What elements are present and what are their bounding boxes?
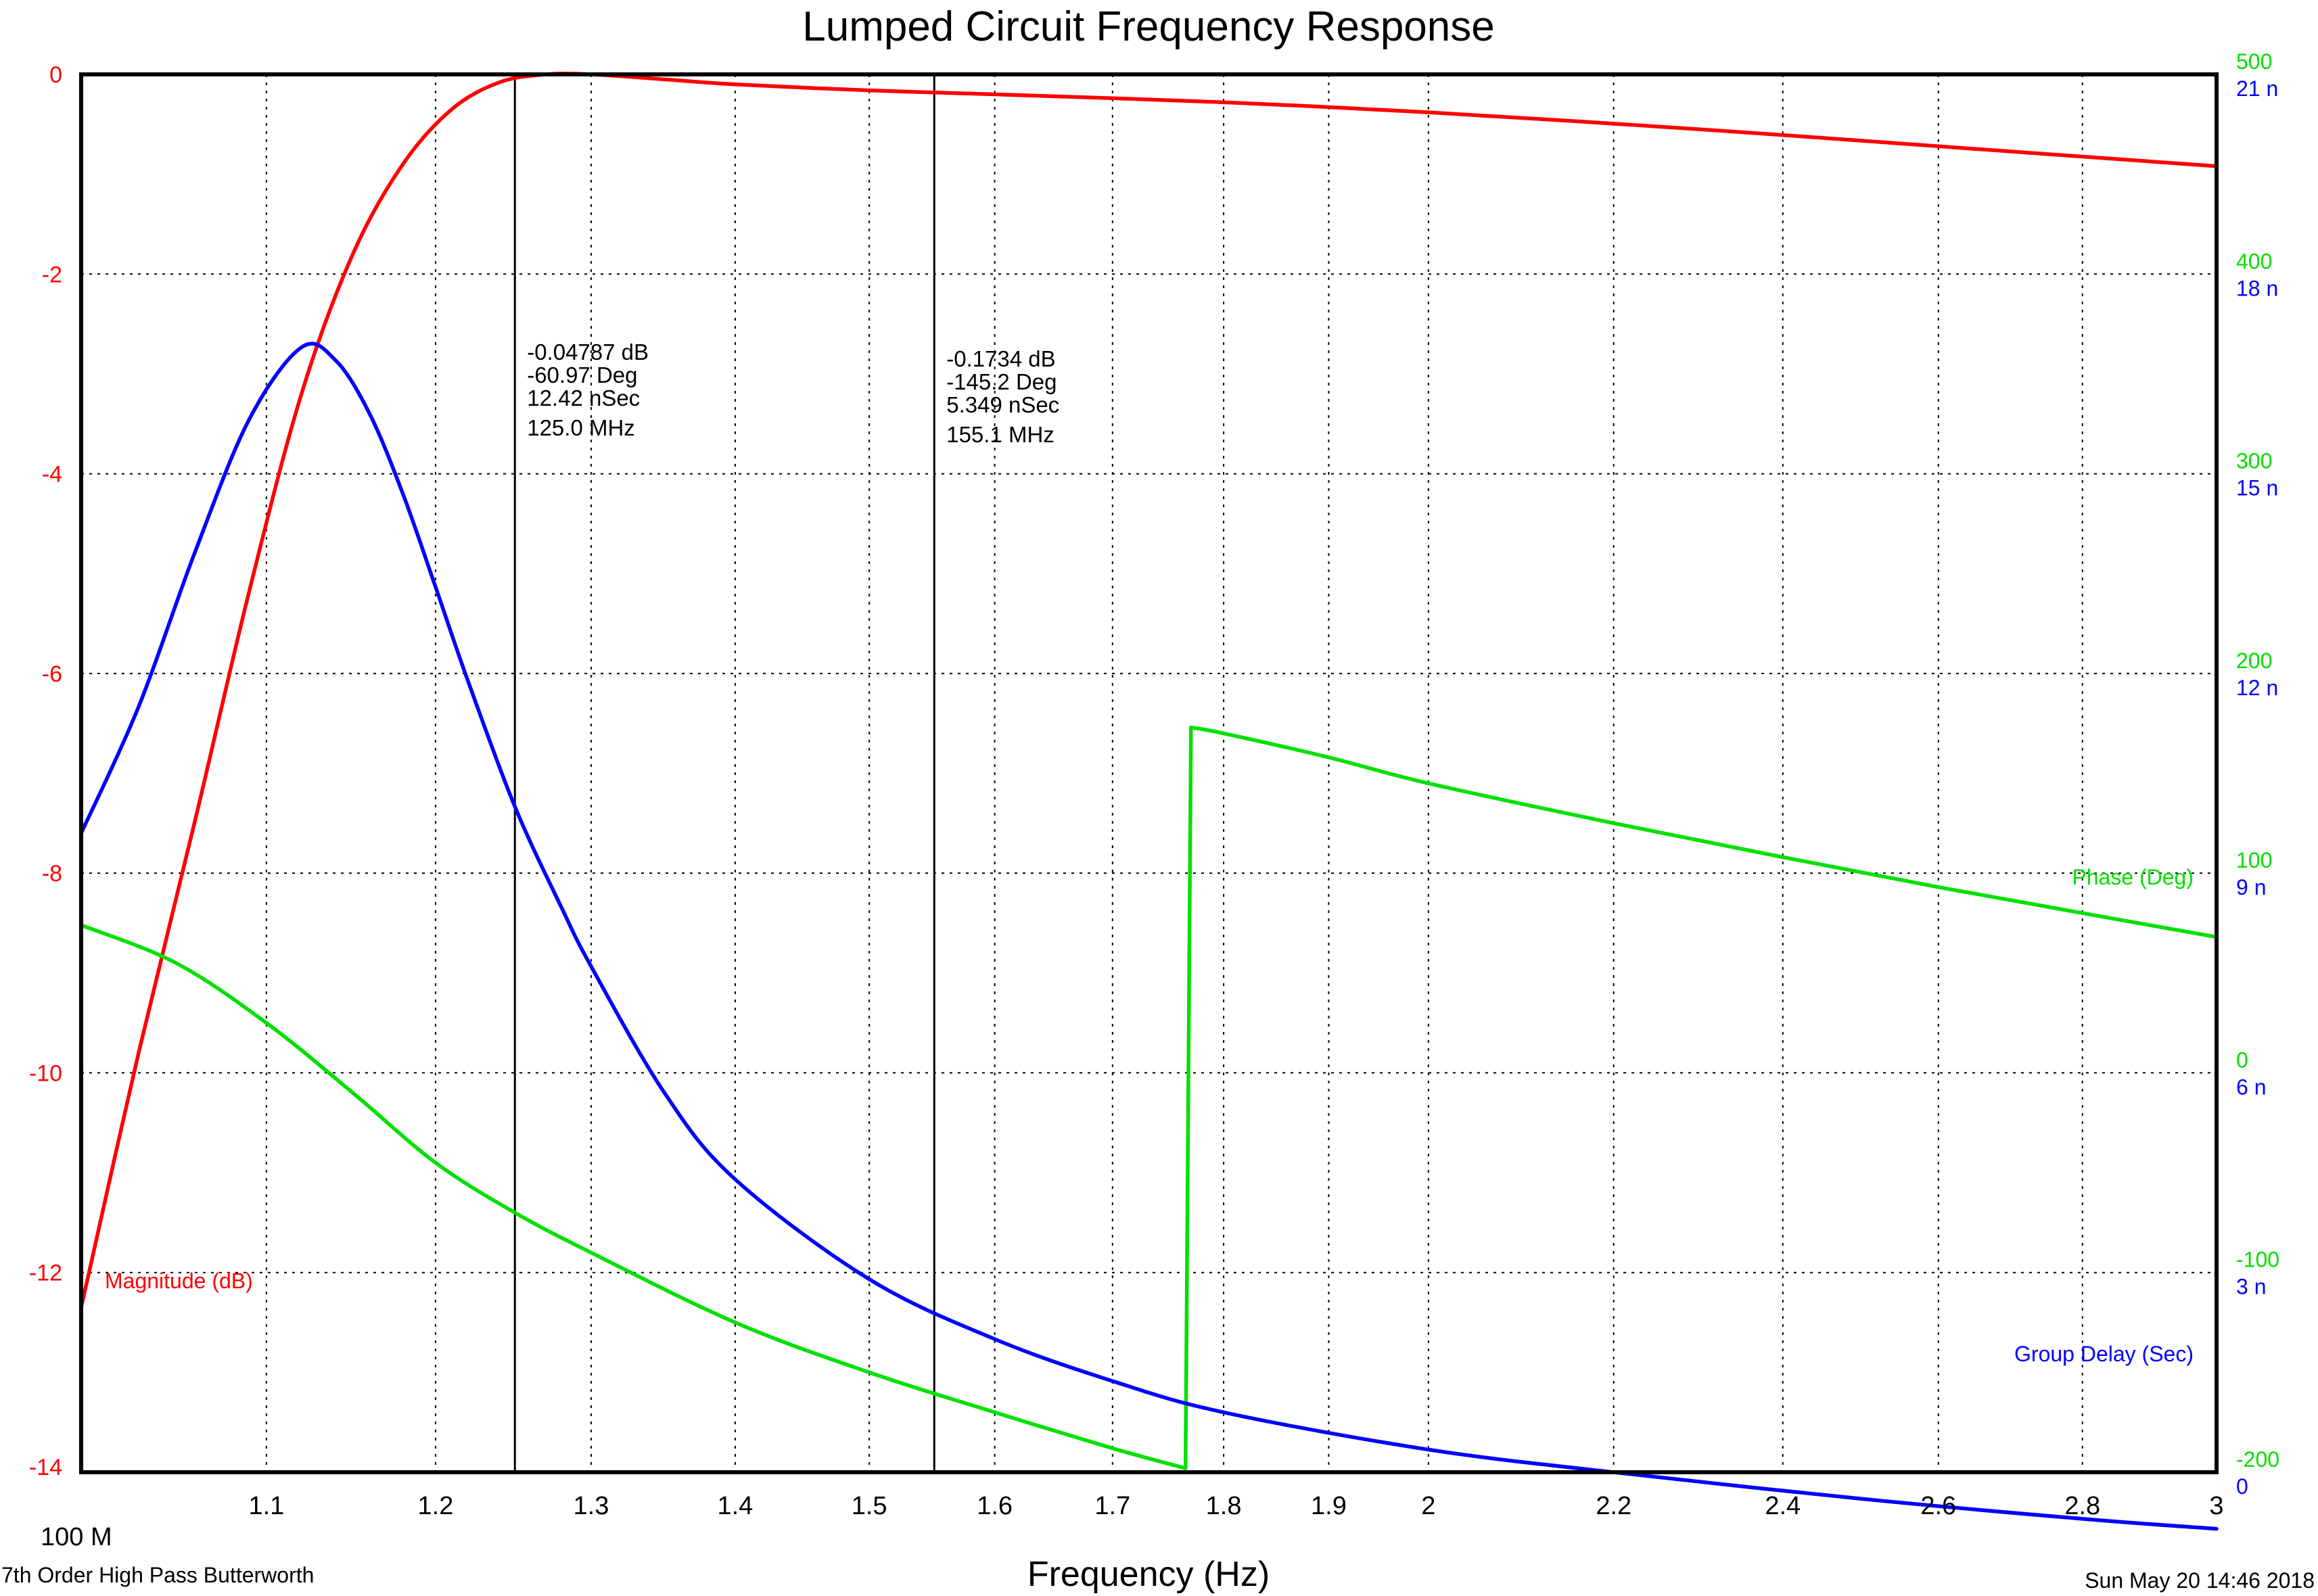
marker-readout: 12.42 nSec bbox=[527, 385, 640, 410]
chart-title: Lumped Circuit Frequency Response bbox=[802, 3, 1495, 50]
marker-lines bbox=[513, 74, 935, 1472]
x-tick-label: 2.2 bbox=[1596, 1492, 1631, 1520]
delay-tick-label: 18 n bbox=[2236, 276, 2278, 300]
x-tick-label: 1.8 bbox=[1206, 1492, 1242, 1520]
marker-readout: -145.2 Deg bbox=[946, 369, 1057, 394]
chart-subtitle: 7th Order High Pass Butterworth bbox=[1, 1563, 314, 1587]
marker-readout: -0.04787 dB bbox=[527, 339, 649, 365]
phase-tick-label: 400 bbox=[2236, 249, 2272, 273]
delay-tick-label: 15 n bbox=[2236, 476, 2278, 500]
delay-tick-label: 12 n bbox=[2236, 676, 2278, 700]
left-tick-label: -2 bbox=[42, 262, 62, 287]
x-axis-label: Frequency (Hz) bbox=[1027, 1555, 1270, 1594]
phase-tick-label: 200 bbox=[2236, 649, 2272, 673]
phase-tick-label: -100 bbox=[2236, 1248, 2279, 1272]
x-tick-label: 1.6 bbox=[977, 1492, 1013, 1520]
x-tick-label: 1.5 bbox=[852, 1492, 887, 1520]
x-tick-label: 2 bbox=[1421, 1492, 1435, 1520]
left-tick-label: -8 bbox=[42, 861, 62, 887]
phase-tick-label: 100 bbox=[2236, 848, 2272, 872]
x-tick-label: 1.7 bbox=[1094, 1492, 1130, 1520]
magnitude-label: Magnitude (dB) bbox=[105, 1269, 253, 1293]
delay-tick-label: 0 bbox=[2236, 1474, 2248, 1499]
marker-readout: 5.349 nSec bbox=[946, 392, 1059, 417]
marker-readout: 125.0 MHz bbox=[527, 415, 635, 440]
traces bbox=[79, 72, 2219, 1531]
delay-tick-label: 3 n bbox=[2236, 1275, 2266, 1299]
phase-trace bbox=[79, 725, 2219, 1470]
x-tick-label: 1.9 bbox=[1311, 1492, 1347, 1520]
x-tick-label: 1.1 bbox=[248, 1492, 284, 1520]
left-tick-label: -4 bbox=[42, 462, 62, 488]
marker-readout: 155.1 MHz bbox=[946, 422, 1054, 447]
left-tick-label: -14 bbox=[29, 1455, 62, 1480]
delay-tick-label: 21 n bbox=[2236, 76, 2278, 101]
left-tick-label: -10 bbox=[29, 1060, 62, 1086]
magnitude-trace bbox=[79, 72, 2219, 1310]
x-tick-label: 1.4 bbox=[717, 1492, 753, 1520]
delay-tick-label: 9 n bbox=[2236, 875, 2266, 899]
phase-label: Phase (Deg) bbox=[2072, 865, 2194, 889]
phase-tick-label: -200 bbox=[2236, 1447, 2279, 1472]
grid-lines bbox=[81, 74, 2217, 1472]
x-tick-label: 1.3 bbox=[574, 1492, 609, 1520]
x-tick-label: 2.8 bbox=[2064, 1492, 2100, 1520]
x-tick-label: 2.6 bbox=[1920, 1492, 1956, 1520]
marker-readout: -0.1734 dB bbox=[946, 346, 1055, 371]
timestamp: Sun May 20 14:46 2018 bbox=[2085, 1568, 2315, 1593]
phase-tick-label: 300 bbox=[2236, 449, 2272, 473]
phase-tick-label: 0 bbox=[2236, 1048, 2248, 1072]
x-tick-label: 3 bbox=[2209, 1492, 2223, 1520]
left-tick-label: 0 bbox=[49, 62, 62, 88]
x-tick-label: 1.2 bbox=[418, 1492, 454, 1520]
group-delay-label: Group Delay (Sec) bbox=[2014, 1342, 2194, 1366]
marker-readout: -60.97 Deg bbox=[527, 362, 637, 388]
group-delay-trace bbox=[79, 342, 2219, 1531]
trace-labels: Magnitude (dB) Phase (Deg) Group Delay (Se… bbox=[105, 865, 2194, 1366]
x-tick-label: 2.4 bbox=[1765, 1492, 1801, 1520]
plot-frame bbox=[79, 72, 2219, 1474]
delay-tick-label: 6 n bbox=[2236, 1075, 2266, 1099]
tick-labels: 1.1 1.2 1.3 1.4 1.5 1.6 1.7 1.8 1.9 2 2.2 2.4 2.6 2.8… bbox=[29, 49, 2279, 1520]
left-tick-label: -12 bbox=[29, 1261, 62, 1286]
x-base-label: 100 M bbox=[41, 1523, 112, 1551]
left-tick-label: -6 bbox=[42, 661, 62, 687]
phase-tick-label: 500 bbox=[2236, 49, 2272, 74]
